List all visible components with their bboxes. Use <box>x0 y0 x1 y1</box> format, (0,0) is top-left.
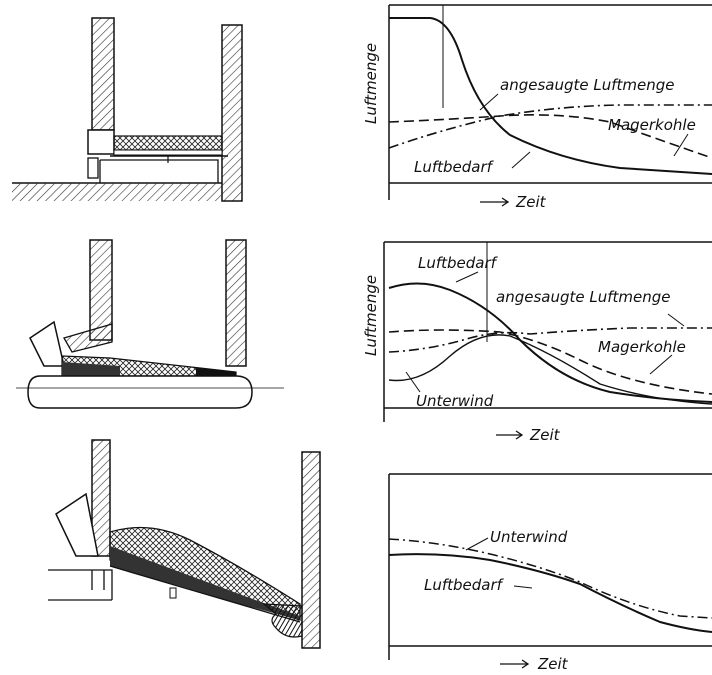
chart-2-xlabel: Zeit <box>529 426 561 444</box>
chart-2-leader-2 <box>667 313 685 327</box>
chart-2-label-3: Magerkohle <box>598 338 686 356</box>
chart-2-ylabel: Luftmenge <box>362 275 380 356</box>
furnace-sketch-2 <box>16 239 284 409</box>
chart-2-label-2: angesaugte Luftmenge <box>496 288 671 306</box>
chart-2-x-arrow <box>496 430 524 440</box>
chart-3-label-2: Luftbedarf <box>424 576 505 594</box>
chart-2-curve-falling <box>388 282 712 403</box>
chart-3-curve-unterwind <box>388 538 712 619</box>
chart-3-xlabel: Zeit <box>537 655 569 673</box>
chart-3: Unterwind Luftbedarf Zeit <box>388 473 712 673</box>
chart-2-leader-1 <box>455 271 479 283</box>
chart-2-curve-dashdot <box>388 327 712 353</box>
chart-3-leader-1 <box>465 537 489 551</box>
chart-2-leader-3 <box>649 354 673 375</box>
chart-1-x-arrow <box>480 197 510 207</box>
chart-1-ylabel: Luftmenge <box>362 43 380 124</box>
chart-1-curve-dashed <box>388 114 712 159</box>
chart-3-leader-2 <box>513 585 533 589</box>
chart-1-label-3: Luftbedarf <box>414 158 495 176</box>
chart-2-label-4: Unterwind <box>416 392 494 410</box>
chart-2-curve-unterwind <box>388 334 712 405</box>
furnace-sketch-1 <box>12 17 243 202</box>
chart-1-leader-1 <box>479 93 499 111</box>
chart-2-curve-dashed <box>388 329 712 395</box>
chart-1-leader-2 <box>673 133 689 157</box>
chart-1: Luftmenge angesaugte Luftmenge Magerkohl… <box>362 4 712 211</box>
chart-1-label-1: angesaugte Luftmenge <box>500 76 675 94</box>
chart-3-x-arrow <box>500 659 530 669</box>
chart-1-curve-falling <box>389 17 712 175</box>
chart-2: Luftmenge Luftbedarf angesaugte Luftmeng… <box>362 241 712 444</box>
chart-1-xlabel: Zeit <box>515 193 547 211</box>
furnace-sketch-3 <box>48 439 321 649</box>
chart-2-leader-4 <box>405 371 421 393</box>
chart-1-label-2: Magerkohle <box>608 116 696 134</box>
chart-2-label-1: Luftbedarf <box>418 254 499 272</box>
chart-3-curve-luftbedarf <box>388 553 712 633</box>
chart-3-label-1: Unterwind <box>490 528 568 546</box>
chart-1-leader-3 <box>511 151 531 169</box>
